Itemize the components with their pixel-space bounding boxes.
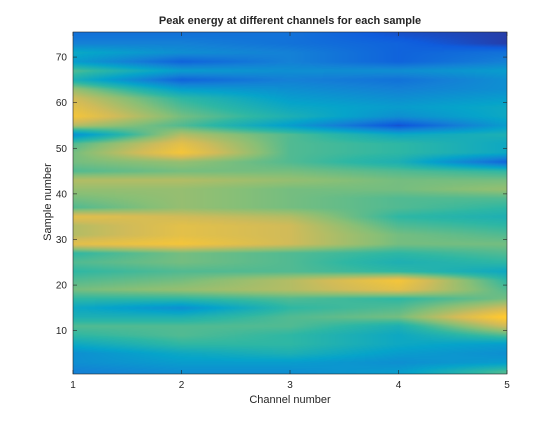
y-tick-label: 40 [56,189,68,200]
y-tick-label: 20 [56,281,68,292]
x-tick-label: 3 [287,380,293,391]
y-axis: 10 20 30 40 50 60 70 [56,53,507,337]
x-tick-label: 1 [70,380,76,391]
x-axis-label: Channel number [249,394,331,406]
heatmap-surface [73,32,507,374]
y-axis-label: Sample number [42,163,54,241]
y-tick-label: 30 [56,235,68,246]
chart-title: Peak energy at different channels for ea… [159,15,421,27]
y-tick-label: 60 [56,98,68,109]
x-tick-label: 5 [504,380,510,391]
y-tick-label: 10 [56,326,68,337]
x-tick-label: 4 [396,380,402,391]
y-tick-label: 70 [56,53,68,64]
x-tick-label: 2 [179,380,185,391]
x-axis: 1 2 3 4 5 [70,32,510,391]
y-tick-label: 50 [56,144,68,155]
